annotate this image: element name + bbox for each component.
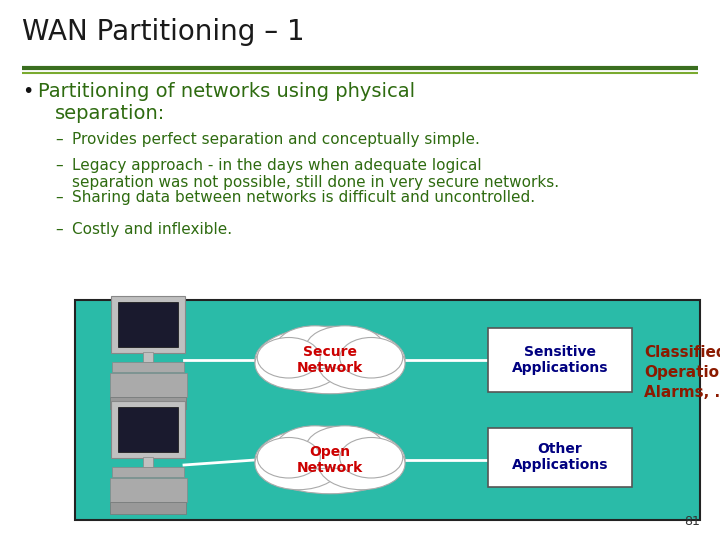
FancyBboxPatch shape bbox=[112, 467, 184, 477]
Text: –: – bbox=[55, 132, 63, 147]
Ellipse shape bbox=[318, 338, 405, 390]
Text: 81: 81 bbox=[684, 515, 700, 528]
Text: –: – bbox=[55, 190, 63, 205]
Bar bbox=[143, 457, 153, 467]
FancyBboxPatch shape bbox=[488, 328, 632, 392]
Ellipse shape bbox=[257, 338, 320, 378]
FancyBboxPatch shape bbox=[75, 300, 700, 520]
FancyBboxPatch shape bbox=[118, 407, 178, 452]
Ellipse shape bbox=[255, 326, 405, 394]
Text: Provides perfect separation and conceptually simple.: Provides perfect separation and conceptu… bbox=[72, 132, 480, 147]
Ellipse shape bbox=[255, 426, 405, 494]
Ellipse shape bbox=[276, 326, 354, 369]
Text: Sensitive
Applications: Sensitive Applications bbox=[512, 345, 608, 375]
FancyBboxPatch shape bbox=[112, 362, 184, 372]
Text: Other
Applications: Other Applications bbox=[512, 442, 608, 472]
Text: Sharing data between networks is difficult and uncontrolled.: Sharing data between networks is difficu… bbox=[72, 190, 535, 205]
FancyBboxPatch shape bbox=[110, 373, 187, 397]
FancyBboxPatch shape bbox=[111, 401, 185, 458]
Text: –: – bbox=[55, 158, 63, 173]
Text: Partitioning of networks using physical: Partitioning of networks using physical bbox=[38, 82, 415, 101]
Ellipse shape bbox=[306, 326, 384, 369]
Ellipse shape bbox=[318, 437, 405, 490]
Ellipse shape bbox=[257, 437, 320, 478]
Bar bbox=[143, 352, 153, 362]
Ellipse shape bbox=[255, 437, 342, 490]
Text: •: • bbox=[22, 82, 33, 101]
FancyBboxPatch shape bbox=[118, 302, 178, 347]
FancyBboxPatch shape bbox=[110, 397, 186, 409]
FancyBboxPatch shape bbox=[110, 502, 186, 514]
Text: Open
Network: Open Network bbox=[297, 445, 363, 475]
Text: –: – bbox=[55, 222, 63, 237]
Ellipse shape bbox=[340, 338, 402, 378]
FancyBboxPatch shape bbox=[110, 478, 187, 502]
Ellipse shape bbox=[340, 437, 402, 478]
Text: Legacy approach - in the days when adequate logical
separation was not possible,: Legacy approach - in the days when adequ… bbox=[72, 158, 559, 191]
Ellipse shape bbox=[255, 338, 342, 390]
Ellipse shape bbox=[276, 426, 354, 469]
Text: Costly and inflexible.: Costly and inflexible. bbox=[72, 222, 232, 237]
Text: Secure
Network: Secure Network bbox=[297, 345, 363, 375]
FancyBboxPatch shape bbox=[488, 428, 632, 487]
Text: WAN Partitioning – 1: WAN Partitioning – 1 bbox=[22, 18, 305, 46]
FancyBboxPatch shape bbox=[111, 296, 185, 353]
Text: separation:: separation: bbox=[55, 104, 166, 123]
Text: Classified,
Operational,
Alarms, . . .: Classified, Operational, Alarms, . . . bbox=[644, 345, 720, 400]
Ellipse shape bbox=[306, 426, 384, 469]
